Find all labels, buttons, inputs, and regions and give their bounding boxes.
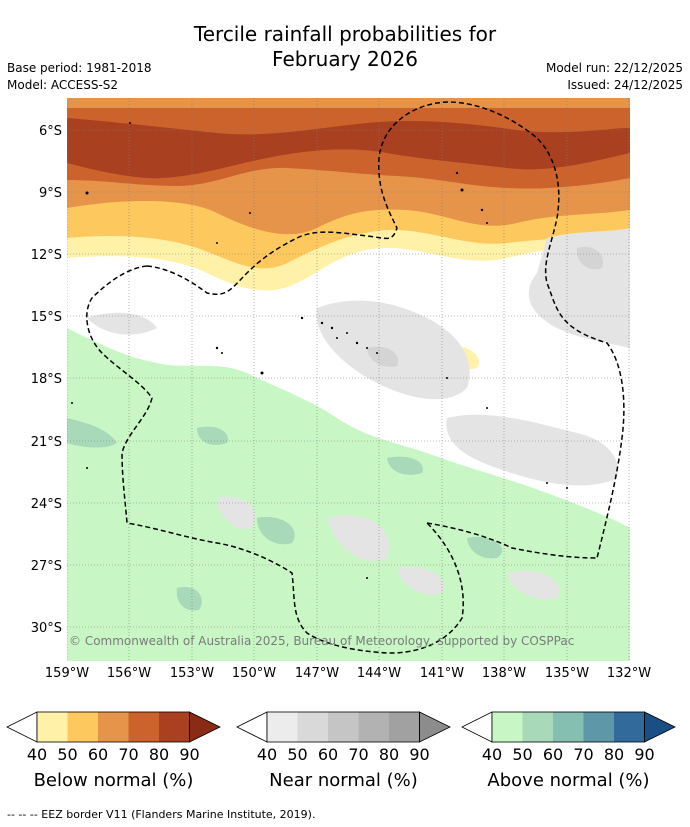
lat-label: 24°S — [30, 497, 62, 512]
base-period: Base period: 1981-2018 — [7, 61, 152, 75]
near-normal-40-zone — [87, 312, 157, 335]
near-normal-swatch — [297, 712, 328, 742]
legend-tick: 40 — [256, 745, 278, 764]
below-normal-swatch — [159, 712, 190, 742]
legend-title-near: Near normal (%) — [269, 770, 418, 791]
above-normal-swatch — [583, 712, 614, 742]
lon-label: 147°W — [294, 666, 340, 681]
lat-label: 12°S — [30, 248, 62, 263]
graticule — [67, 98, 630, 661]
copyright-note: © Commonwealth of Australia 2025, Bureau… — [69, 634, 575, 648]
model-name: Model: ACCESS-S2 — [7, 78, 119, 92]
legend-tick: 80 — [603, 745, 625, 764]
legend-tick: 90 — [409, 745, 430, 764]
lat-label: 9°S — [38, 186, 62, 201]
lon-label: 144°W — [356, 666, 402, 681]
legend-tick: 80 — [148, 745, 170, 764]
above-normal-50-patch — [67, 418, 117, 448]
above-normal-40-zone — [67, 328, 630, 661]
model-run: Model run: 22/12/2025 — [545, 61, 683, 75]
legend-tick: 60 — [542, 745, 564, 764]
near-normal-40-zone — [507, 570, 559, 600]
legend-title-below: Below normal (%) — [33, 770, 194, 791]
lon-label: 132°W — [606, 666, 652, 681]
lat-label: 15°S — [30, 310, 62, 325]
above-normal-50-patch — [197, 426, 228, 445]
legend-tick: 40 — [481, 745, 503, 764]
legend-tick: 50 — [512, 745, 533, 764]
above-normal-50-patch — [467, 537, 503, 559]
legend-tick: 50 — [287, 745, 308, 764]
above-normal-swatch — [492, 712, 523, 742]
title-line-2: February 2026 — [272, 47, 418, 71]
near-normal-40-zone — [316, 300, 470, 400]
legend-tick: 70 — [348, 745, 369, 764]
near-normal-swatch — [267, 712, 298, 742]
legend-tick: 70 — [573, 745, 594, 764]
lon-label: 150°W — [231, 666, 277, 681]
near-normal-50-patch — [367, 346, 398, 367]
legend-tick: 40 — [26, 745, 48, 764]
lon-label: 156°W — [106, 666, 152, 681]
near-normal-40-zone — [446, 414, 618, 486]
near-normal-swatch — [358, 712, 389, 742]
lat-label: 21°S — [30, 435, 62, 450]
legend-tick: 90 — [634, 745, 655, 764]
below-normal-80-zone — [67, 118, 630, 179]
above-normal-50-patch — [176, 587, 202, 611]
lon-label: 159°W — [44, 666, 90, 681]
near-normal-40-zone — [217, 497, 256, 529]
above-normal-50-patch — [257, 517, 295, 545]
legend-tick: 80 — [378, 745, 400, 764]
legend-tick: 60 — [317, 745, 339, 764]
legend-title-above: Above normal (%) — [487, 770, 650, 791]
near-normal-50-patch — [576, 246, 603, 270]
below-normal-colorbar — [6, 711, 221, 743]
legend-tick: 60 — [87, 745, 109, 764]
lat-label: 6°S — [38, 124, 62, 139]
legend-colorbars — [6, 711, 676, 743]
near-normal-40-zone — [327, 515, 389, 562]
near-normal-swatch — [419, 711, 451, 743]
lon-label: 138°W — [481, 666, 527, 681]
eez-border-note: -- -- -- EEZ border V11 (Flanders Marine… — [7, 808, 316, 821]
chart-title: Tercile rainfall probabilities for Febru… — [0, 22, 690, 72]
rainfall-probability-map — [67, 98, 630, 661]
above-normal-swatch — [614, 712, 645, 742]
below-normal-swatch — [37, 712, 68, 742]
meta-right: Model run: 22/12/2025 Issued: 24/12/2025 — [546, 60, 683, 94]
above-normal-swatch — [644, 711, 676, 743]
eez-borders — [86, 101, 625, 654]
title-line-1: Tercile rainfall probabilities for — [193, 22, 497, 46]
above-normal-swatch — [553, 712, 584, 742]
lon-label: 135°W — [544, 666, 590, 681]
above-normal-swatch — [522, 712, 553, 742]
below-normal-swatch — [67, 712, 98, 742]
above-normal-colorbar — [461, 711, 676, 743]
near-normal-40-zone — [528, 228, 630, 348]
lon-label: 141°W — [419, 666, 465, 681]
lat-label: 30°S — [30, 621, 62, 636]
meta-left: Base period: 1981-2018 Model: ACCESS-S2 — [7, 60, 152, 94]
legend-tick: 70 — [118, 745, 139, 764]
above-normal-50-patch — [387, 456, 423, 475]
legend-tick: 90 — [179, 745, 200, 764]
below-normal-swatch — [98, 712, 129, 742]
lat-label: 27°S — [30, 559, 62, 574]
near-normal-40-zone — [397, 567, 445, 595]
near-normal-swatch — [328, 712, 359, 742]
lon-label: 153°W — [169, 666, 215, 681]
below-normal-swatch — [128, 712, 159, 742]
below-normal-swatch — [189, 711, 221, 743]
issued-date: Issued: 24/12/2025 — [567, 78, 683, 92]
near-normal-swatch — [389, 712, 420, 742]
near-normal-colorbar — [236, 711, 451, 743]
legend-tick: 50 — [57, 745, 78, 764]
lat-label: 18°S — [30, 372, 62, 387]
islands — [71, 122, 568, 579]
